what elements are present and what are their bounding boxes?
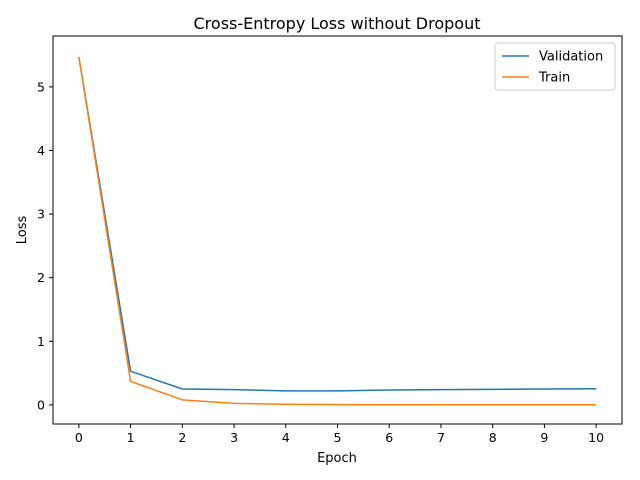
legend-label-train: Train <box>538 71 570 86</box>
x-tick-label: 9 <box>540 430 548 445</box>
x-tick-label: 6 <box>385 430 393 445</box>
x-axis: 0 1 2 3 4 5 6 7 8 9 10 <box>75 424 604 445</box>
x-tick-label: 2 <box>178 430 186 445</box>
plot-area <box>78 56 597 406</box>
series-line-train <box>78 56 597 406</box>
legend-box <box>494 42 616 91</box>
y-tick-label: 4 <box>37 143 45 158</box>
y-tick-label: 2 <box>37 270 45 285</box>
x-tick-label: 1 <box>127 430 135 445</box>
y-tick-label: 0 <box>37 397 45 412</box>
y-axis-label: Loss <box>15 216 30 245</box>
x-tick-label: 0 <box>75 430 83 445</box>
x-tick-label: 4 <box>282 430 290 445</box>
y-tick-label: 1 <box>37 334 45 349</box>
y-tick-label: 5 <box>37 79 45 94</box>
series-line-validation <box>78 56 597 392</box>
chart-title: Cross-Entropy Loss without Dropout <box>194 14 481 33</box>
y-tick-label: 3 <box>37 207 45 222</box>
legend: Validation Train <box>494 42 616 91</box>
legend-label-validation: Validation <box>539 50 603 65</box>
y-axis: 0 1 2 3 4 5 <box>37 79 53 412</box>
x-tick-label: 3 <box>230 430 238 445</box>
x-tick-label: 10 <box>588 430 604 445</box>
x-tick-label: 5 <box>334 430 342 445</box>
x-axis-label: Epoch <box>317 451 357 466</box>
x-tick-label: 7 <box>437 430 445 445</box>
x-tick-label: 8 <box>489 430 497 445</box>
